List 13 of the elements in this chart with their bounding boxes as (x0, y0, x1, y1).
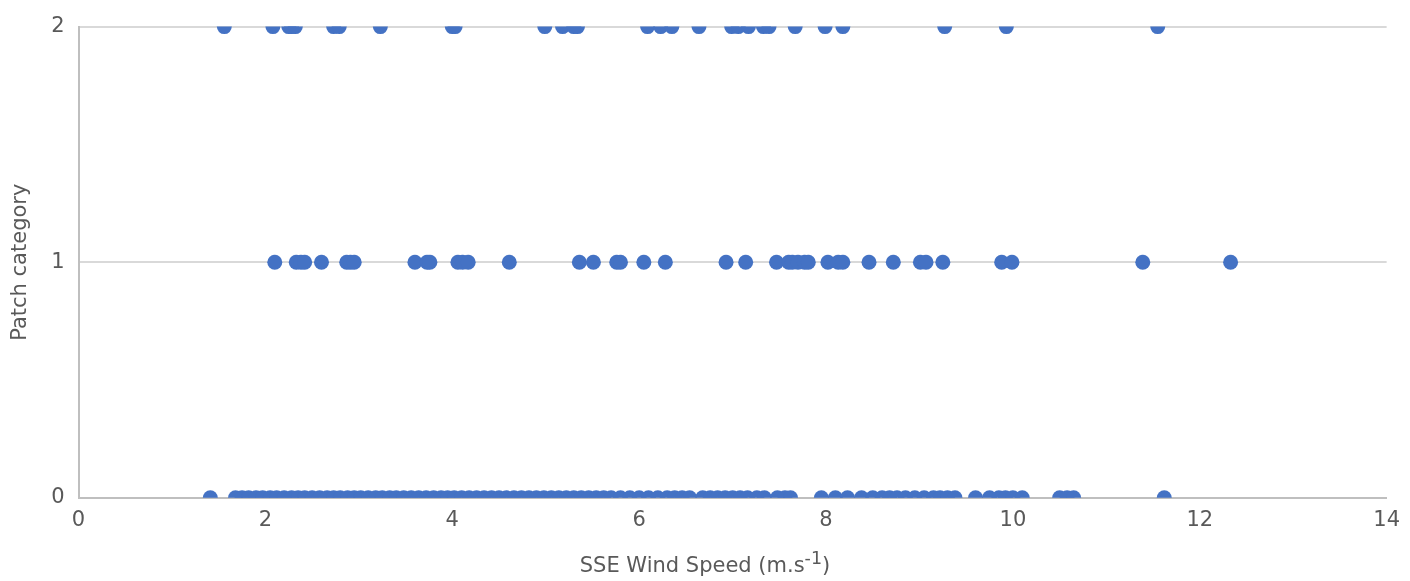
x-tick-label: 0 (71, 506, 86, 531)
x-tick-label: 2 (258, 506, 273, 531)
y-axis-title: Patch category (7, 183, 32, 341)
y-tick-label: 0 (51, 484, 65, 509)
x-tick-label: 10 (999, 506, 1027, 531)
x-tick-label: 8 (819, 506, 833, 531)
y-tick-label: 2 (51, 13, 65, 38)
x-axis-title: SSE Wind Speed (m.s$^{-1}$) (578, 548, 832, 577)
x-tick-label: 4 (445, 506, 459, 531)
x-tick-label: 12 (1186, 506, 1214, 531)
x-tick-label: 6 (632, 506, 646, 531)
y-tick-label: 1 (51, 248, 65, 273)
x-tick-label: 14 (1373, 506, 1401, 531)
